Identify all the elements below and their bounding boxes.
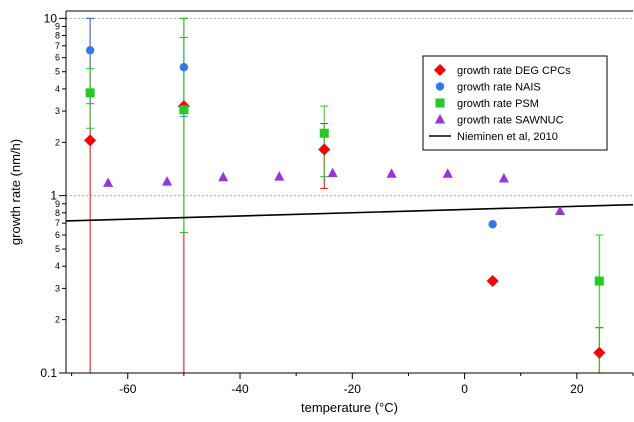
- y-minor-tick-label: 7: [55, 41, 60, 51]
- marker-series-0: [593, 346, 606, 359]
- marker-series-3: [162, 176, 173, 186]
- y-minor-tick-label: 2: [55, 137, 60, 147]
- y-minor-tick-label: 8: [55, 31, 60, 41]
- legend-label: growth rate PSM: [457, 98, 539, 110]
- x-tick-label: 0: [461, 382, 468, 396]
- x-axis-title: temperature (°C): [301, 400, 398, 415]
- marker-series-3: [498, 172, 509, 183]
- x-tick-label: 20: [570, 382, 584, 396]
- legend-label: growth rate SAWNUC: [457, 115, 564, 127]
- marker-series-3: [327, 167, 338, 178]
- y-axis-title: growth rate (nm/h): [8, 139, 23, 245]
- y-minor-tick-label: 6: [55, 230, 60, 240]
- data-markers: [84, 46, 606, 359]
- y-minor-tick-label: 9: [55, 199, 60, 209]
- marker-series-2: [594, 276, 604, 286]
- legend-label: growth rate DEG CPCs: [457, 65, 571, 77]
- y-minor-tick-label: 4: [55, 261, 60, 271]
- marker-series-2: [179, 105, 189, 115]
- legend-swatch-3: [435, 114, 445, 124]
- marker-series-2: [85, 88, 95, 98]
- model-line-layer: [65, 203, 634, 222]
- marker-series-0: [318, 143, 331, 156]
- legend-swatch-1: [435, 82, 445, 91]
- y-minor-tick-label: 3: [55, 283, 60, 293]
- reference-lines: [66, 17, 633, 197]
- y-minor-tick-label: 6: [55, 53, 60, 63]
- legend-swatch-2: [435, 98, 445, 108]
- y-minor-tick-label: 2: [55, 315, 60, 325]
- y-minor-tick-label: 5: [55, 244, 60, 254]
- x-axis: -60 -40 -20 0 20: [71, 373, 634, 396]
- marker-series-1: [179, 63, 189, 72]
- y-minor-tick-label: 4: [55, 84, 60, 94]
- nieminen-line: [65, 203, 634, 222]
- marker-series-3: [218, 171, 229, 182]
- marker-series-1: [488, 220, 497, 229]
- legend-box: [422, 55, 608, 151]
- marker-series-1: [85, 46, 95, 55]
- y-minor-tick-label: 3: [55, 106, 60, 116]
- x-tick-label: -20: [344, 382, 362, 396]
- legend-swatch-0: [434, 64, 446, 76]
- y-minor-tick-label: 5: [55, 67, 60, 77]
- y-major-tick-label: 10: [44, 11, 58, 25]
- y-minor-tick-label: 8: [55, 208, 60, 218]
- legend: growth rate DEG CPCs growth rate NAIS grow…: [422, 55, 608, 151]
- marker-series-3: [386, 168, 397, 178]
- marker-series-3: [274, 171, 285, 181]
- marker-series-0: [486, 275, 499, 288]
- y-major-tick-label: 0.1: [40, 366, 57, 380]
- marker-series-0: [84, 134, 97, 147]
- marker-series-3: [103, 177, 114, 187]
- x-tick-label: -40: [231, 382, 249, 396]
- legend-label: growth rate NAIS: [457, 82, 541, 94]
- marker-series-3: [555, 205, 566, 215]
- legend-label: Nieminen et al, 2010: [457, 131, 558, 143]
- y-minor-tick-label: 7: [55, 218, 60, 228]
- x-tick-label: -60: [119, 382, 137, 396]
- marker-series-2: [319, 128, 329, 138]
- y-major-tick-label: 1: [50, 189, 57, 203]
- y-minor-tick-label: 9: [55, 21, 60, 31]
- marker-series-3: [442, 168, 453, 178]
